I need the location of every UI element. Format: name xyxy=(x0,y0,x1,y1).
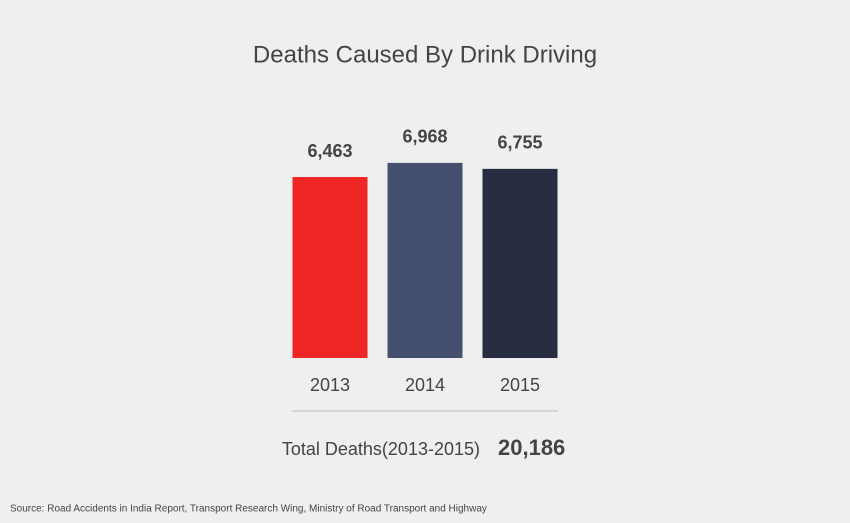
bar xyxy=(292,177,368,358)
bar xyxy=(387,162,463,358)
chart-title: Deaths Caused By Drink Driving xyxy=(253,41,597,68)
total-text: Total Deaths(2013-2015) xyxy=(282,439,480,459)
value-label: 6,463 xyxy=(307,141,352,161)
total-value: 20,186 xyxy=(498,435,565,460)
value-label: 6,755 xyxy=(497,133,542,153)
x-tick-label: 2015 xyxy=(500,375,540,395)
x-tick-label: 2013 xyxy=(310,375,350,395)
x-tick-label: 2014 xyxy=(405,375,445,395)
value-label: 6,968 xyxy=(402,127,447,147)
bar xyxy=(482,168,558,358)
source: Source: Road Accidents in India Report, … xyxy=(10,504,487,515)
